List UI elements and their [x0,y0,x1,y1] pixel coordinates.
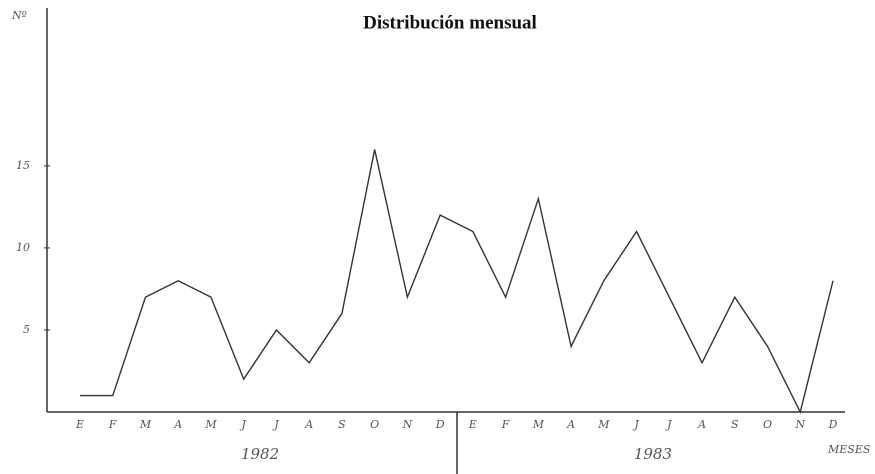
year-label: 1982 [241,445,279,463]
x-axis-label: MESES [827,443,871,456]
chart-title: Distribución mensual [363,12,537,33]
x-tick-label: A [697,418,706,431]
x-tick-label: M [532,418,545,431]
x-tick-label: F [108,418,117,431]
x-tick-label: M [597,418,610,431]
y-tick-label: 10 [16,241,30,254]
x-tick-label: S [338,418,346,431]
x-tick-label: J [239,418,246,431]
x-tick-label: A [304,418,313,431]
x-tick-label: J [632,418,639,431]
x-tick-label: D [435,418,445,431]
year-label: 1983 [634,445,672,463]
x-tick-label: J [272,418,279,431]
data-line [80,149,834,415]
x-tick-label: O [763,418,772,431]
x-tick-label: O [370,418,379,431]
x-tick-label: E [75,418,84,431]
x-tick-label: D [828,418,838,431]
x-tick-label: F [501,418,510,431]
x-tick-label: M [204,418,217,431]
y-tick-label: 15 [16,159,30,172]
x-tick-label: J [665,418,672,431]
x-tick-label: A [173,418,182,431]
y-axis-label: Nº [11,9,27,22]
x-tick-label: N [402,418,413,431]
x-tick-label: E [468,418,477,431]
x-tick-label: S [731,418,739,431]
x-tick-label: N [794,418,805,431]
x-tick-label: A [566,418,575,431]
x-tick-label: M [139,418,152,431]
y-tick-label: 5 [23,323,30,336]
